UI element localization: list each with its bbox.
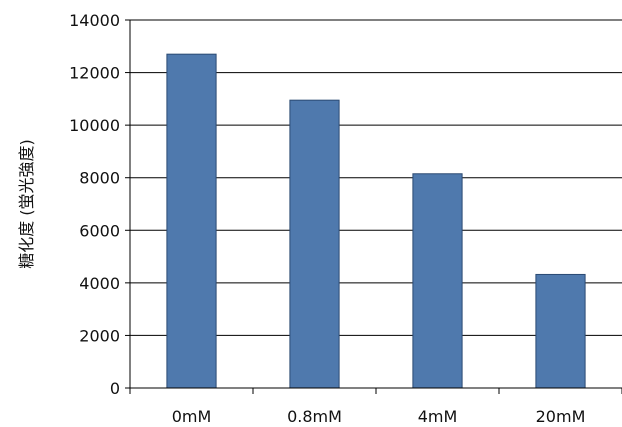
bar-4mm [412,173,463,389]
y-tick-label: 12000 [69,64,120,83]
axes [125,19,622,394]
y-tick-label: 6000 [79,221,120,240]
y-tick-label: 14000 [69,11,120,30]
bar-20mm [535,273,586,389]
bar-0-8mm [289,99,340,389]
y-tick-label: 2000 [79,326,120,345]
bar-0mm [166,53,217,389]
y-tick-label: 10000 [69,116,120,135]
x-tick-labels: 0mM 0.8mM 4mM 20mM [172,407,586,426]
x-tick-label: 4mM [418,407,458,426]
y-tick-label: 0 [110,379,120,398]
x-tick-label: 20mM [536,407,586,426]
x-tick-label: 0.8mM [287,407,342,426]
y-tick-label: 4000 [79,274,120,293]
y-tick-labels: 0 2000 4000 6000 8000 10000 12000 14000 [69,11,120,398]
y-tick-label: 8000 [79,169,120,188]
x-tick-label: 0mM [172,407,212,426]
bars [166,53,586,389]
y-axis-title: 糖化度 (蛍光強度) [17,139,36,269]
